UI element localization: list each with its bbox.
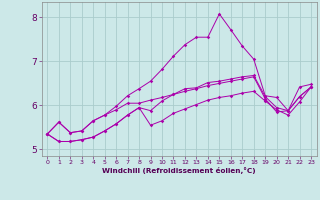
X-axis label: Windchill (Refroidissement éolien,°C): Windchill (Refroidissement éolien,°C): [102, 167, 256, 174]
